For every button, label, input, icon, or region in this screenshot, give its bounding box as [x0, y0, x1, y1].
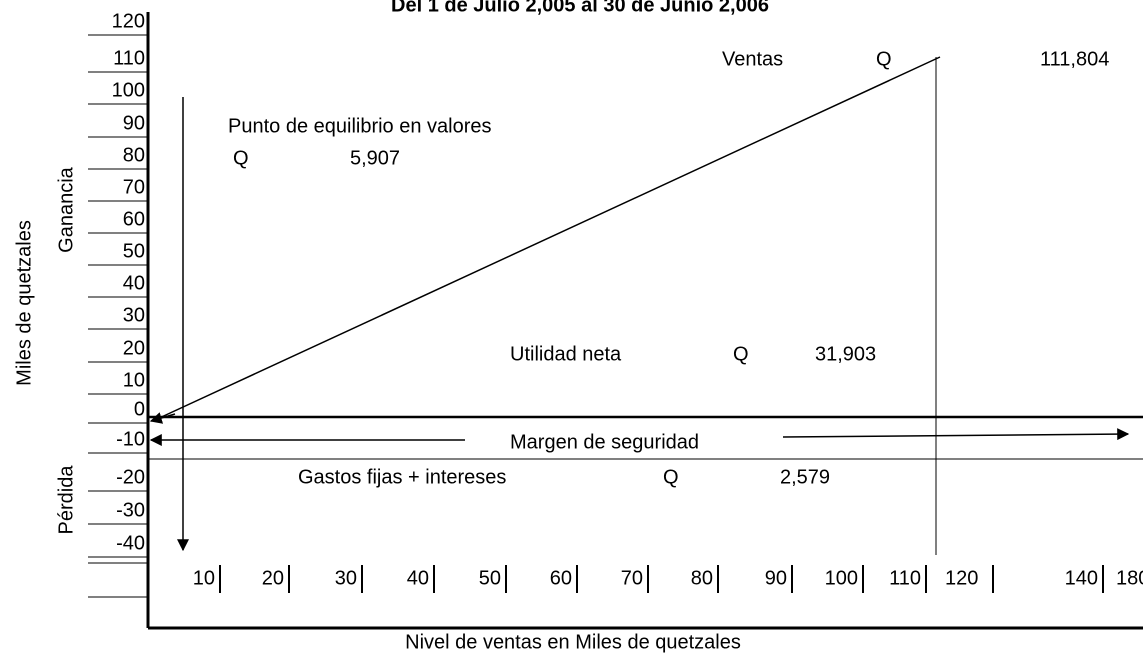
annotation: Q [663, 466, 679, 488]
annotation: Ventas [722, 48, 783, 70]
y-lower-label: Pérdida [55, 465, 77, 535]
annotation: 2,579 [780, 466, 830, 488]
annotation: Margen de seguridad [510, 431, 699, 453]
title: Del 1 de Julio 2,005 al 30 de Junio 2,00… [391, 0, 769, 16]
y-upper-label: Ganancia [55, 166, 77, 252]
y-label: -10 [116, 428, 145, 450]
annotation: Q [733, 343, 749, 365]
x-label: 100 [825, 567, 858, 589]
y-label: -30 [116, 499, 145, 521]
y-label: 60 [123, 208, 145, 230]
x-label: 10 [193, 567, 215, 589]
y-label: -40 [116, 532, 145, 554]
y-label: 120 [112, 10, 145, 32]
y-label: 90 [123, 112, 145, 134]
y-label: 10 [123, 369, 145, 391]
sales-line [154, 56, 941, 421]
annotation: 31,903 [815, 343, 876, 365]
annotation: Q [233, 147, 249, 169]
x-label: 20 [262, 567, 284, 589]
y-label: 110 [113, 47, 145, 69]
y-label: 20 [123, 337, 145, 359]
x-label: 30 [335, 567, 357, 589]
y-label: 100 [112, 79, 145, 101]
annotation: Q [876, 48, 892, 70]
y-label: 70 [123, 176, 145, 198]
arrow-right [782, 428, 1130, 441]
y-label: 40 [123, 272, 145, 294]
y-label: 80 [123, 144, 145, 166]
x-label: 40 [407, 567, 429, 589]
x-label: 70 [621, 567, 643, 589]
y-label: -20 [116, 466, 145, 488]
annotation: 111,804 [1040, 48, 1109, 70]
y-label: 30 [123, 304, 145, 326]
annotation: 5,907 [350, 147, 400, 169]
x-label: 60 [550, 567, 572, 589]
annotation: Punto de equilibrio en valores [228, 115, 492, 137]
y-label: 50 [123, 240, 145, 262]
x-label: 50 [479, 567, 501, 589]
arrow-origin [149, 412, 176, 424]
annotation: Utilidad neta [510, 343, 622, 365]
y-label: 0 [134, 398, 145, 420]
x-label: 80 [691, 567, 713, 589]
x-label: 140 [1065, 567, 1098, 589]
x-label: 180 [1116, 567, 1143, 589]
x-label: 110 [889, 567, 921, 589]
x-label: 120 [945, 567, 978, 589]
y-axis-title: Miles de quetzales [13, 220, 35, 386]
annotation: Gastos fijas + intereses [298, 466, 506, 488]
x-axis-title: Nivel de ventas en Miles de quetzales [405, 631, 741, 653]
x-label: 90 [765, 567, 787, 589]
